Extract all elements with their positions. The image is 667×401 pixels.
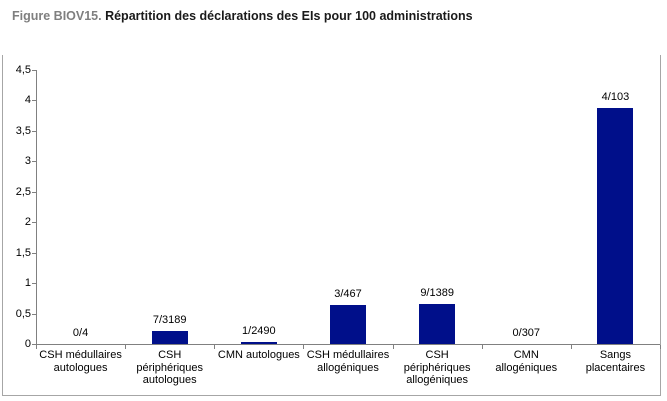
x-category-label: CSH périphériques autologues bbox=[136, 349, 204, 386]
chart-title-text: Répartition des déclarations des EIs pou… bbox=[101, 9, 473, 23]
y-axis-tick bbox=[32, 161, 36, 163]
bar-value-label: 3/467 bbox=[334, 288, 362, 301]
y-tick-label: 3,5 bbox=[15, 124, 31, 137]
y-tick-label: 4 bbox=[24, 94, 31, 107]
bar bbox=[151, 330, 188, 344]
x-axis-tick bbox=[125, 345, 127, 349]
bar bbox=[419, 304, 456, 344]
x-axis-tick bbox=[392, 345, 394, 349]
x-category-label: CSH médullaires autologues bbox=[39, 349, 122, 374]
y-tick-label: 2,5 bbox=[15, 185, 31, 198]
y-tick-label: 4,5 bbox=[15, 64, 31, 76]
bar bbox=[597, 107, 634, 344]
bar bbox=[240, 341, 277, 344]
bar-value-label: 1/2490 bbox=[242, 324, 276, 337]
y-axis-tick bbox=[32, 100, 36, 102]
y-axis-tick bbox=[32, 222, 36, 224]
bar-value-label: 7/3189 bbox=[152, 313, 187, 326]
x-category-label: CSH périphériques allogéniques bbox=[403, 349, 471, 386]
x-axis-tick bbox=[481, 345, 483, 349]
x-axis-tick bbox=[570, 345, 572, 349]
y-axis-tick bbox=[32, 283, 36, 285]
y-axis-line bbox=[36, 70, 37, 345]
chart-title: Figure BIOV15. Répartition des déclarati… bbox=[12, 9, 473, 23]
y-tick-label: 0 bbox=[24, 338, 31, 350]
y-axis-tick bbox=[32, 313, 36, 315]
x-axis-tick bbox=[36, 345, 37, 349]
x-category-label: Sangs placentaires bbox=[585, 349, 646, 374]
chart-title-prefix: Figure BIOV15. bbox=[12, 9, 102, 23]
y-axis-tick bbox=[32, 130, 36, 132]
y-tick-label: 3 bbox=[24, 155, 31, 168]
y-tick-label: 2 bbox=[24, 216, 31, 229]
bar bbox=[330, 305, 366, 344]
bar-value-label: 4/103 bbox=[601, 90, 630, 103]
y-tick-label: 0,5 bbox=[15, 307, 31, 320]
x-axis-line bbox=[36, 344, 660, 345]
y-axis-tick bbox=[32, 191, 36, 193]
x-category-label: CMN allogéniques bbox=[495, 349, 558, 374]
bar-value-label: 0/307 bbox=[512, 327, 541, 339]
x-axis-tick bbox=[303, 345, 305, 349]
y-axis-tick bbox=[32, 344, 36, 345]
x-axis-tick bbox=[214, 345, 216, 349]
x-category-label: CMN autologues bbox=[217, 349, 300, 361]
y-tick-label: 1,5 bbox=[15, 246, 31, 259]
x-category-label: CSH médullaires allogéniques bbox=[306, 349, 390, 374]
plot-frame bbox=[2, 55, 661, 396]
bar-value-label: 9/1389 bbox=[420, 287, 454, 300]
x-axis-tick bbox=[660, 345, 661, 349]
y-axis-tick bbox=[32, 252, 36, 254]
bar-value-label: 0/4 bbox=[72, 327, 89, 339]
y-tick-label: 1 bbox=[24, 277, 31, 290]
y-axis-tick bbox=[32, 70, 36, 71]
